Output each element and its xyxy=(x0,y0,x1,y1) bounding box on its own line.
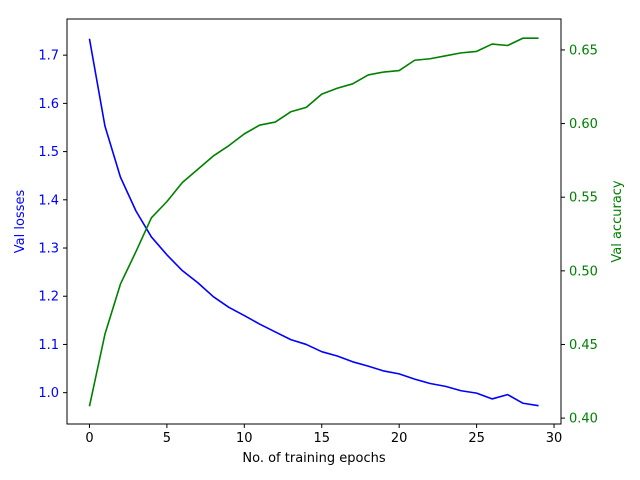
left-y-tick-label: 1.0 xyxy=(38,386,59,401)
left-y-tick-label: 1.3 xyxy=(38,242,59,257)
left-y-tick-label: 1.7 xyxy=(38,49,59,64)
left-y-axis: 1.0 1.1 1.2 1.3 1.4 1.5 1.6 1.7 xyxy=(38,49,67,401)
right-y-tick-label: 0.50 xyxy=(569,264,598,279)
x-tick-label: 20 xyxy=(391,431,408,446)
x-tick-label: 10 xyxy=(236,431,253,446)
right-y-tick-label: 0.40 xyxy=(569,412,598,427)
x-axis-label: No. of training epochs xyxy=(242,451,385,466)
left-y-tick-label: 1.4 xyxy=(38,193,59,208)
right-y-tick-label: 0.45 xyxy=(569,338,598,353)
left-y-tick-label: 1.5 xyxy=(38,145,59,160)
right-y-axis: 0.40 0.45 0.50 0.55 0.60 0.65 xyxy=(561,43,598,427)
left-y-tick-label: 1.6 xyxy=(38,97,59,112)
x-tick-label: 15 xyxy=(313,431,330,446)
x-tick-label: 30 xyxy=(546,431,563,446)
x-tick-label: 5 xyxy=(163,431,171,446)
val-losses-line xyxy=(88,38,539,407)
right-y-tick-label: 0.65 xyxy=(569,43,598,58)
right-y-tick-label: 0.55 xyxy=(569,191,598,206)
left-y-axis-label: Val losses xyxy=(13,190,28,254)
val-accuracy-line xyxy=(88,37,539,407)
right-y-tick-label: 0.60 xyxy=(569,117,598,132)
right-y-axis-label: Val accuracy xyxy=(610,180,625,263)
plot-area-frame xyxy=(66,18,562,425)
x-axis: 0 5 10 15 20 25 30 xyxy=(85,424,562,446)
x-tick-label: 25 xyxy=(468,431,485,446)
x-tick-label: 0 xyxy=(85,431,93,446)
left-y-tick-label: 1.2 xyxy=(38,290,59,305)
left-y-tick-label: 1.1 xyxy=(38,338,59,353)
